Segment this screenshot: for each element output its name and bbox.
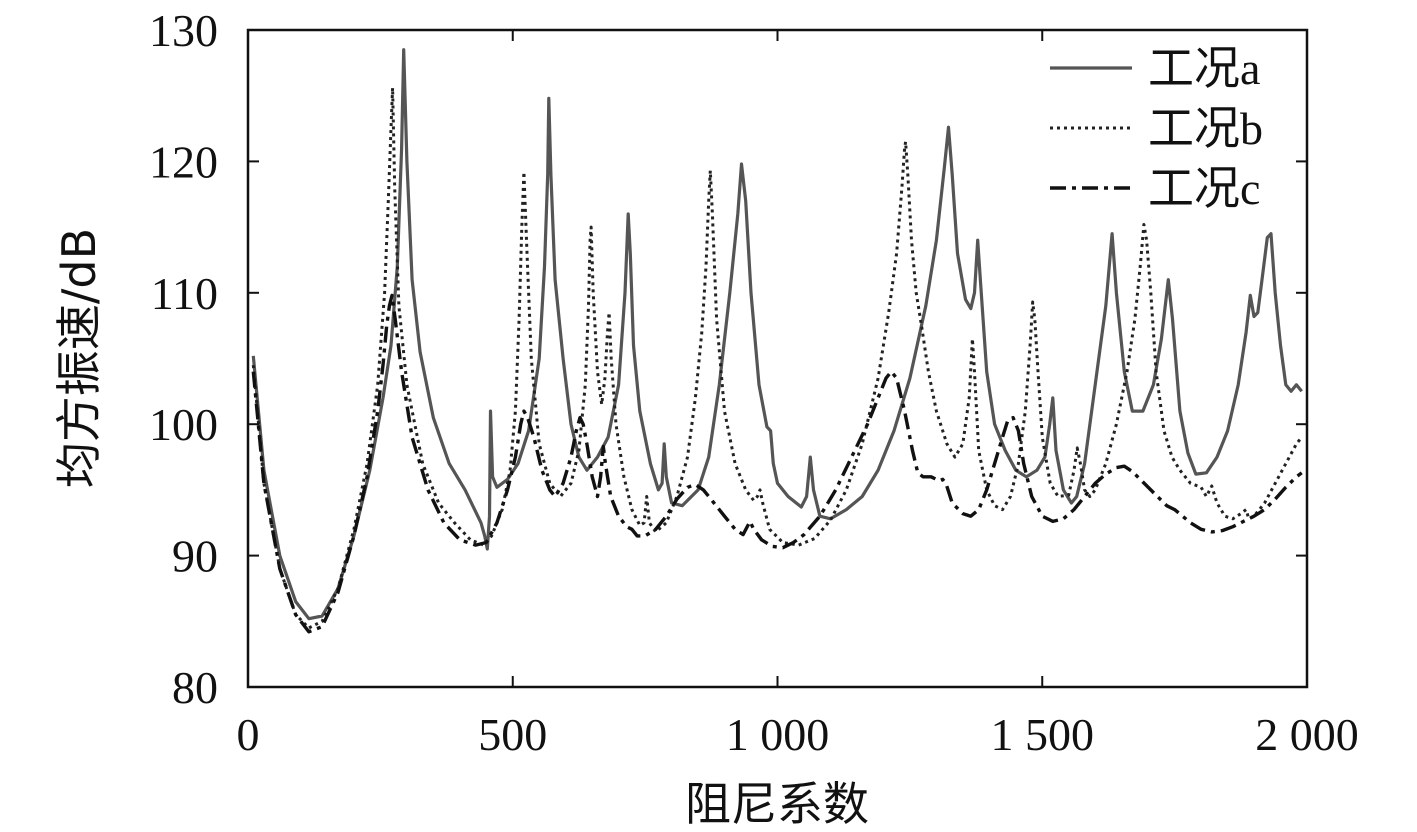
legend-label-1: 工况b xyxy=(1148,103,1263,154)
x-tick-label: 2 000 xyxy=(1255,709,1359,760)
y-tick-label: 100 xyxy=(149,399,218,450)
legend: 工况a 工况b 工况c xyxy=(1050,43,1263,214)
y-tick-labels: 80 90 100 110 120 130 xyxy=(149,5,218,713)
y-tick-label: 110 xyxy=(151,268,218,319)
series-line-1 xyxy=(251,86,1303,630)
x-tick-label: 1 000 xyxy=(726,709,830,760)
series-line-0 xyxy=(251,48,1303,621)
x-axis-title: 阻尼系数 xyxy=(685,777,869,831)
legend-label-2: 工况c xyxy=(1148,163,1260,214)
series-line-2 xyxy=(251,293,1303,634)
y-tick-label: 120 xyxy=(149,136,218,187)
x-tick-label: 0 xyxy=(237,709,260,760)
x-tick-label: 500 xyxy=(478,709,547,760)
y-tick-label: 80 xyxy=(172,662,218,713)
legend-label-0: 工况a xyxy=(1148,43,1260,94)
x-tick-labels: 0 500 1 000 1 500 2 000 xyxy=(237,709,1359,760)
x-tick-label: 1 500 xyxy=(991,709,1095,760)
y-tick-label: 130 xyxy=(149,5,218,56)
series-layer xyxy=(251,48,1303,634)
y-axis-title: 均方振速/dB xyxy=(52,228,106,488)
ticks-layer xyxy=(247,29,1308,688)
y-tick-label: 90 xyxy=(172,531,218,582)
